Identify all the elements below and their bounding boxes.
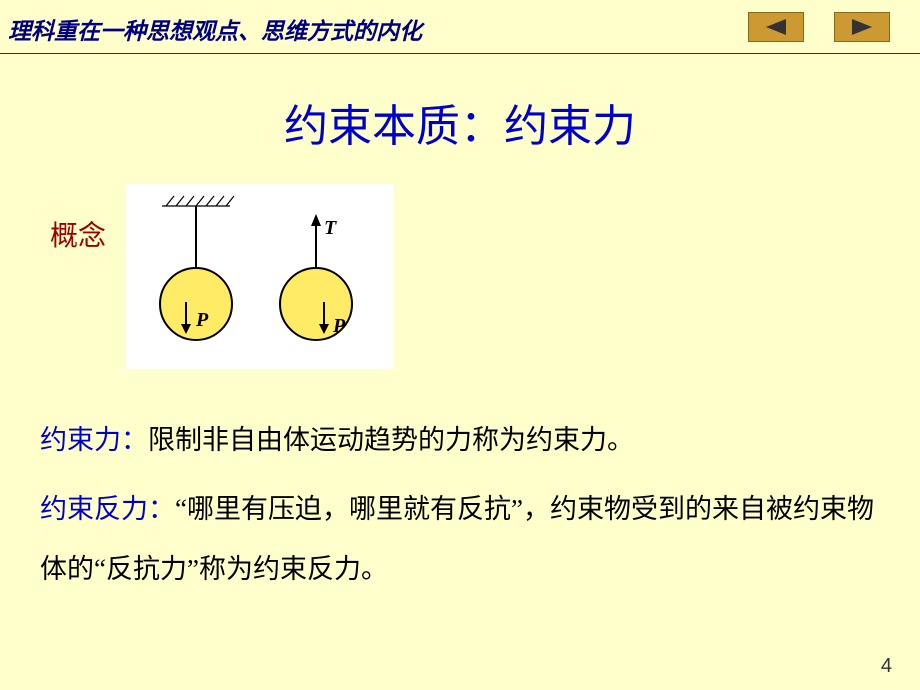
label-P-left: P	[195, 309, 209, 331]
definition-constraint-reaction: 约束反力：“哪里有压迫，哪里就有反抗”，约束物受到的来自被约束物体的“反抗力”称…	[40, 480, 880, 599]
nav-buttons	[748, 12, 890, 42]
term-constraint-force: 约束力：	[40, 425, 148, 455]
constraint-diagram: P T P	[126, 184, 394, 369]
page-title: 约束本质：约束力	[0, 90, 920, 154]
header-bar: 理科重在一种思想观点、思维方式的内化	[0, 0, 920, 54]
diagram: P T P	[126, 184, 394, 369]
page-number: 4	[881, 655, 892, 678]
label-T: T	[324, 217, 337, 239]
prev-button[interactable]	[748, 12, 804, 42]
triangle-left-icon	[762, 17, 790, 37]
label-P-right: P	[332, 315, 346, 337]
concept-row: 概念 P T	[50, 184, 920, 369]
body-text: 约束力：限制非自由体运动趋势的力称为约束力。 约束反力：“哪里有压迫，哪里就有反…	[40, 411, 880, 599]
term-constraint-reaction: 约束反力：	[40, 494, 175, 524]
def-text-1: 限制非自由体运动趋势的力称为约束力。	[148, 425, 634, 455]
concept-label: 概念	[50, 214, 106, 254]
next-button[interactable]	[834, 12, 890, 42]
definition-constraint-force: 约束力：限制非自由体运动趋势的力称为约束力。	[40, 411, 880, 470]
header-subtitle: 理科重在一种思想观点、思维方式的内化	[8, 12, 422, 46]
triangle-right-icon	[848, 17, 876, 37]
